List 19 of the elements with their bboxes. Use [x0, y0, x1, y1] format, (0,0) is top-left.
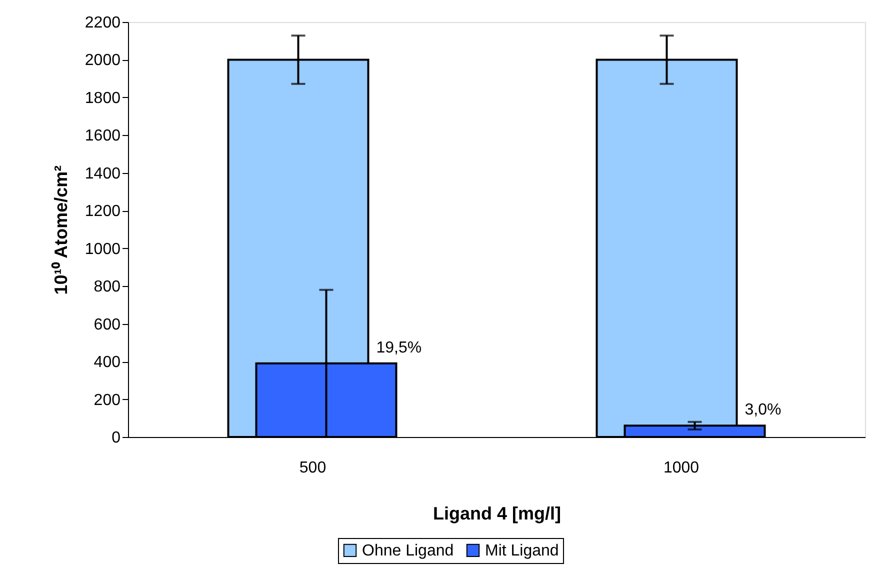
y-tick-label: 1800: [84, 90, 121, 107]
annotation: 3,0%: [744, 402, 782, 419]
y-tick-label: 2200: [84, 14, 121, 32]
y-tick-label: 2000: [84, 52, 121, 70]
y-tick-label: 1200: [84, 203, 121, 220]
y-tick-label: 200: [94, 392, 121, 409]
y-tick-label: 1000: [84, 240, 121, 258]
y-tick-label: 1400: [84, 165, 121, 182]
x-tick-label: 500: [299, 460, 326, 476]
y-tick-label: 400: [94, 354, 121, 372]
y-axis-title: 10¹⁰ Atome/cm²: [50, 165, 71, 295]
legend-label: Mit Ligand: [485, 542, 559, 560]
annotation: 19,5%: [376, 339, 422, 356]
legend-label: Ohne Ligand: [362, 542, 454, 560]
y-tick-label: 1600: [84, 128, 121, 145]
y-tick-label: 800: [94, 278, 121, 296]
x-axis-title: Ligand 4 [mg/l]: [433, 504, 561, 524]
y-tick-label: 0: [112, 430, 121, 446]
y-tick-label: 600: [94, 316, 121, 334]
